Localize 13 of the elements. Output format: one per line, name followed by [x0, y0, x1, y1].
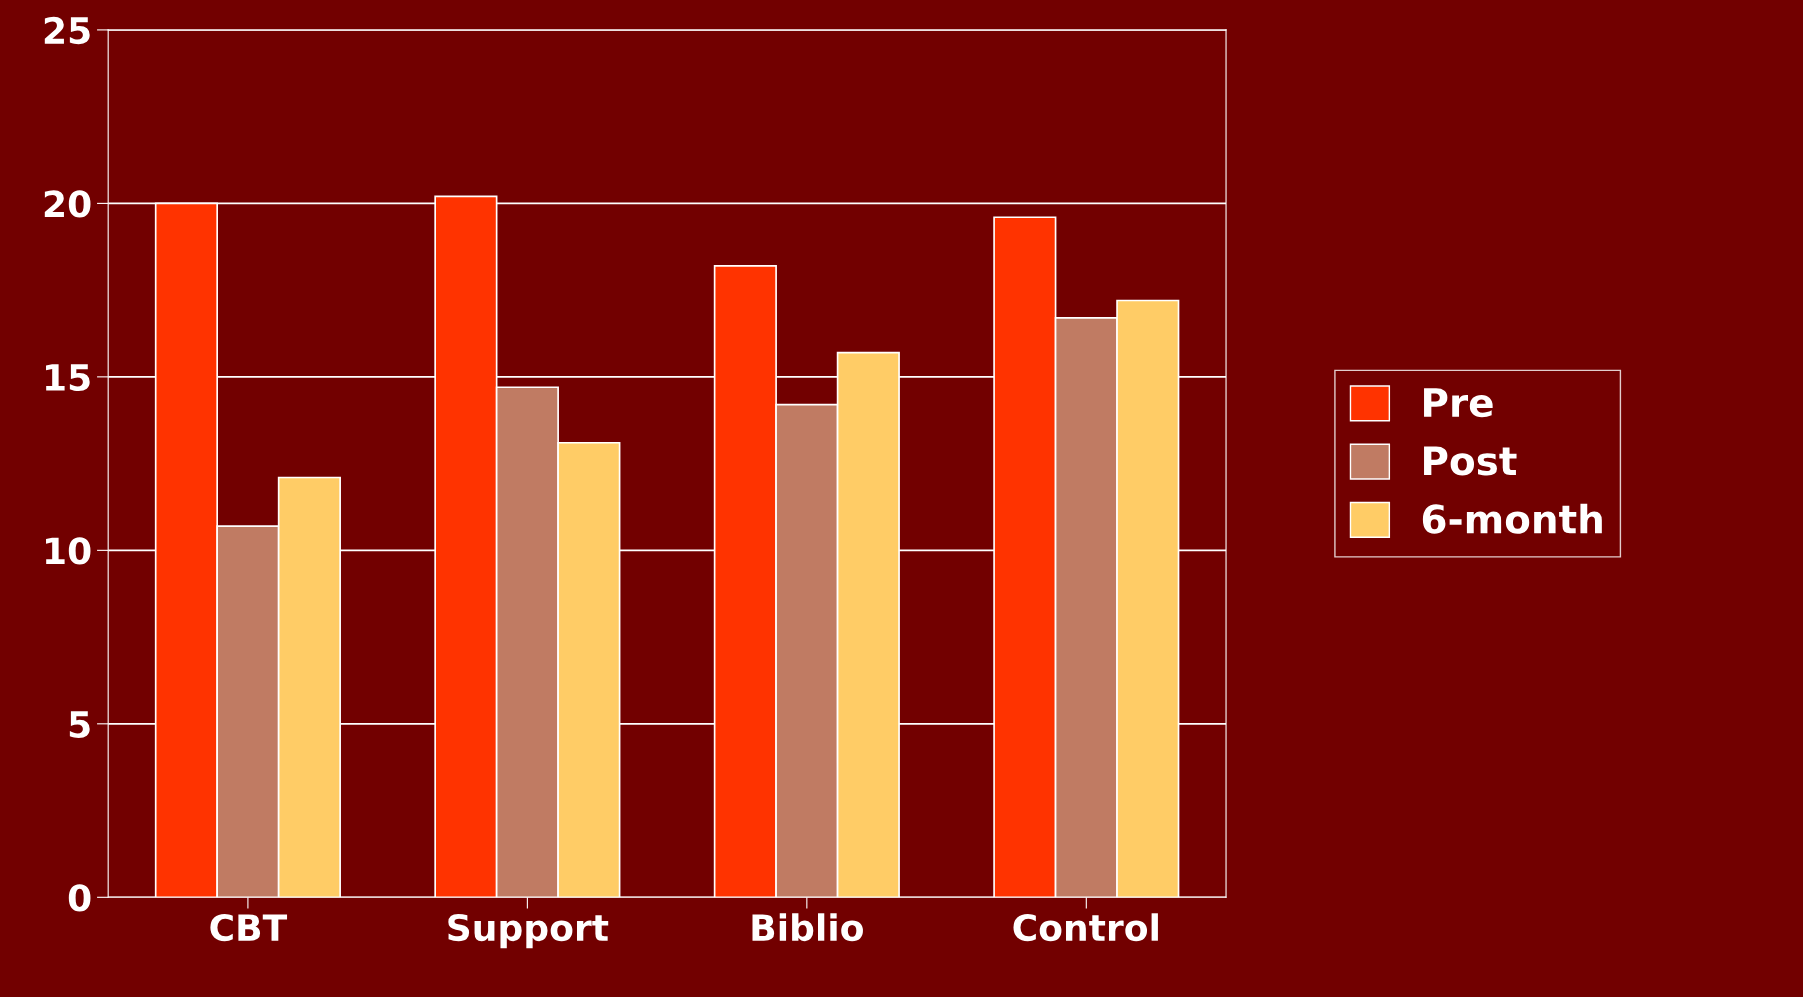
legend-label: 6-month: [1422, 503, 1602, 534]
y-tick-label: 5: [69, 711, 90, 739]
y-tick-label: 10: [46, 537, 91, 565]
y-tick-label: 0: [68, 884, 91, 912]
legend-label: Post: [1424, 446, 1517, 476]
x-tick-label: Control: [1013, 913, 1158, 942]
x-tick-label: Support: [448, 913, 609, 949]
y-tick-label: 20: [44, 190, 91, 218]
x-tick-label: Biblio: [752, 913, 863, 942]
x-tick-label: CBT: [210, 913, 288, 942]
y-tick-label: 25: [44, 16, 90, 45]
legend-label: Pre: [1424, 388, 1493, 418]
y-tick-label: 15: [46, 364, 90, 392]
